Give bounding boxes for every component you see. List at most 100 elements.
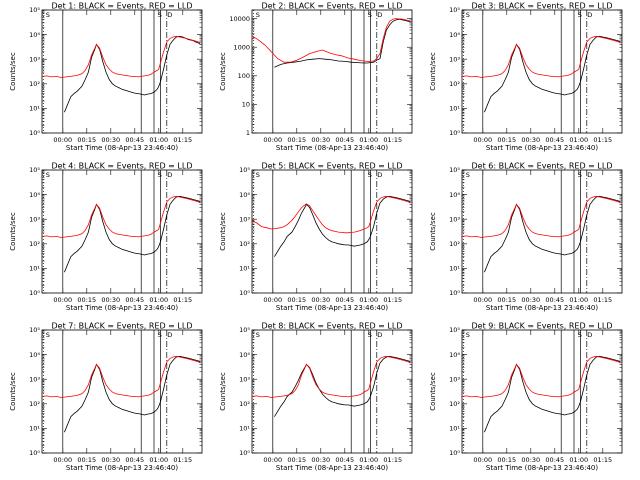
flag-label: S <box>256 171 260 179</box>
series-lld-line <box>461 195 621 238</box>
series-lld-line <box>251 355 411 398</box>
plot-frame <box>461 9 623 134</box>
x-tick-label: 00:15 <box>77 456 96 464</box>
y-tick-label: 10¹ <box>449 425 460 433</box>
x-tick-label: 00:30 <box>521 296 540 304</box>
chart-title: Det 1: BLACK = Events, RED = LLD <box>52 2 193 11</box>
y-tick-label: 10⁵ <box>29 6 40 14</box>
y-tick-label: 10² <box>239 240 250 248</box>
x-axis-label: Start Time (08-Apr-13 23:46:40) <box>66 304 178 312</box>
y-tick-label: 10² <box>449 240 460 248</box>
x-tick-label: 00:00 <box>263 296 282 304</box>
chart-panel-6: Det 6: BLACK = Events, RED = LLD 10⁰ 10¹ 10… <box>429 162 623 312</box>
y-tick-label: 10⁰ <box>239 449 250 457</box>
x-tick-label: 00:45 <box>545 456 564 464</box>
x-tick-label: 00:30 <box>521 136 540 144</box>
y-tick-label: 10¹ <box>29 425 40 433</box>
x-tick-label: 00:15 <box>497 296 516 304</box>
flag-label: S <box>466 171 470 179</box>
series-lld-line <box>461 35 621 78</box>
flag-label: D <box>167 11 172 19</box>
chart-title: Det 3: BLACK = Events, RED = LLD <box>472 2 613 11</box>
x-tick-label: 00:30 <box>311 296 330 304</box>
chart-title: Det 2: BLACK = Events, RED = LLD <box>262 2 403 11</box>
y-tick-label: 10⁵ <box>449 166 460 174</box>
flag-label: S <box>368 171 372 179</box>
x-tick-label: 00:00 <box>473 296 492 304</box>
flag-label: S <box>466 331 470 339</box>
y-tick-label: 10⁵ <box>239 326 250 334</box>
plot-frame <box>251 329 413 454</box>
flag-label: S <box>578 11 582 19</box>
y-axis-label: Counts/sec <box>219 52 227 91</box>
y-tick-label: 10⁰ <box>449 449 460 457</box>
x-tick-label: 00:00 <box>53 136 72 144</box>
y-axis-label: Counts/sec <box>429 372 437 411</box>
flag-label: S <box>256 331 260 339</box>
y-tick-label: 10⁴ <box>239 191 250 199</box>
x-tick-label: 01:00 <box>569 136 588 144</box>
y-tick-label: 10³ <box>29 375 40 383</box>
y-tick-label: 10¹ <box>29 265 40 273</box>
x-tick-label: 00:00 <box>53 296 72 304</box>
flag-label: D <box>587 11 592 19</box>
series-lld-line <box>251 195 411 234</box>
y-tick-label: 10² <box>29 400 40 408</box>
y-tick-label: 10² <box>449 400 460 408</box>
x-tick-label: 01:15 <box>173 136 192 144</box>
x-tick-label: 01:15 <box>593 456 612 464</box>
y-tick-label: 10000 <box>229 15 250 23</box>
x-tick-label: 00:45 <box>125 456 144 464</box>
y-tick-label: 10¹ <box>449 105 460 113</box>
x-tick-label: 00:00 <box>263 456 282 464</box>
y-tick-label: 10³ <box>29 215 40 223</box>
plot-frame <box>41 329 203 454</box>
x-tick-label: 01:00 <box>149 136 168 144</box>
plot-frame <box>461 169 623 294</box>
chart-panel-9: Det 9: BLACK = Events, RED = LLD 10⁰ 10¹ 10… <box>429 322 623 472</box>
flag-label: S <box>368 11 372 19</box>
x-axis-label: Start Time (08-Apr-13 23:46:40) <box>66 464 178 472</box>
y-tick-label: 10¹ <box>29 105 40 113</box>
x-tick-label: 00:45 <box>335 456 354 464</box>
x-tick-label: 01:00 <box>359 296 378 304</box>
flag-label: D <box>377 171 382 179</box>
x-tick-label: 01:00 <box>359 136 378 144</box>
plot-frame <box>461 329 623 454</box>
x-tick-label: 00:45 <box>125 136 144 144</box>
series-events-line <box>484 195 621 273</box>
flag-label: D <box>587 331 592 339</box>
x-tick-label: 00:15 <box>77 136 96 144</box>
flag-label: S <box>158 171 162 179</box>
chart-title: Det 5: BLACK = Events, RED = LLD <box>262 162 403 171</box>
y-tick-label: 10³ <box>239 215 250 223</box>
x-tick-label: 01:00 <box>569 456 588 464</box>
plot-frame <box>41 169 203 294</box>
series-events-line <box>64 355 201 433</box>
y-tick-label: 10² <box>239 400 250 408</box>
y-tick-label: 10² <box>449 80 460 88</box>
x-tick-label: 00:00 <box>473 456 492 464</box>
y-tick-label: 10⁰ <box>239 289 250 297</box>
y-tick-label: 10⁴ <box>29 31 40 39</box>
x-tick-label: 00:45 <box>125 296 144 304</box>
flag-label: S <box>368 331 372 339</box>
plot-frame <box>251 9 413 134</box>
x-tick-label: 00:15 <box>497 136 516 144</box>
x-tick-label: 01:00 <box>569 296 588 304</box>
x-tick-label: 01:15 <box>383 296 402 304</box>
x-tick-label: 01:15 <box>173 456 192 464</box>
flag-label: D <box>167 331 172 339</box>
x-tick-label: 01:00 <box>149 456 168 464</box>
x-tick-label: 00:15 <box>77 296 96 304</box>
chart-panel-4: Det 4: BLACK = Events, RED = LLD 10⁰ 10¹ 10… <box>9 162 203 312</box>
series-events-line <box>274 355 411 417</box>
y-tick-label: 1000 <box>233 43 250 51</box>
series-lld-line <box>41 195 201 238</box>
series-events-line <box>274 195 411 257</box>
x-tick-label: 00:30 <box>311 456 330 464</box>
x-tick-label: 01:15 <box>173 296 192 304</box>
series-lld-line <box>41 35 201 78</box>
y-tick-label: 10 <box>242 101 250 109</box>
